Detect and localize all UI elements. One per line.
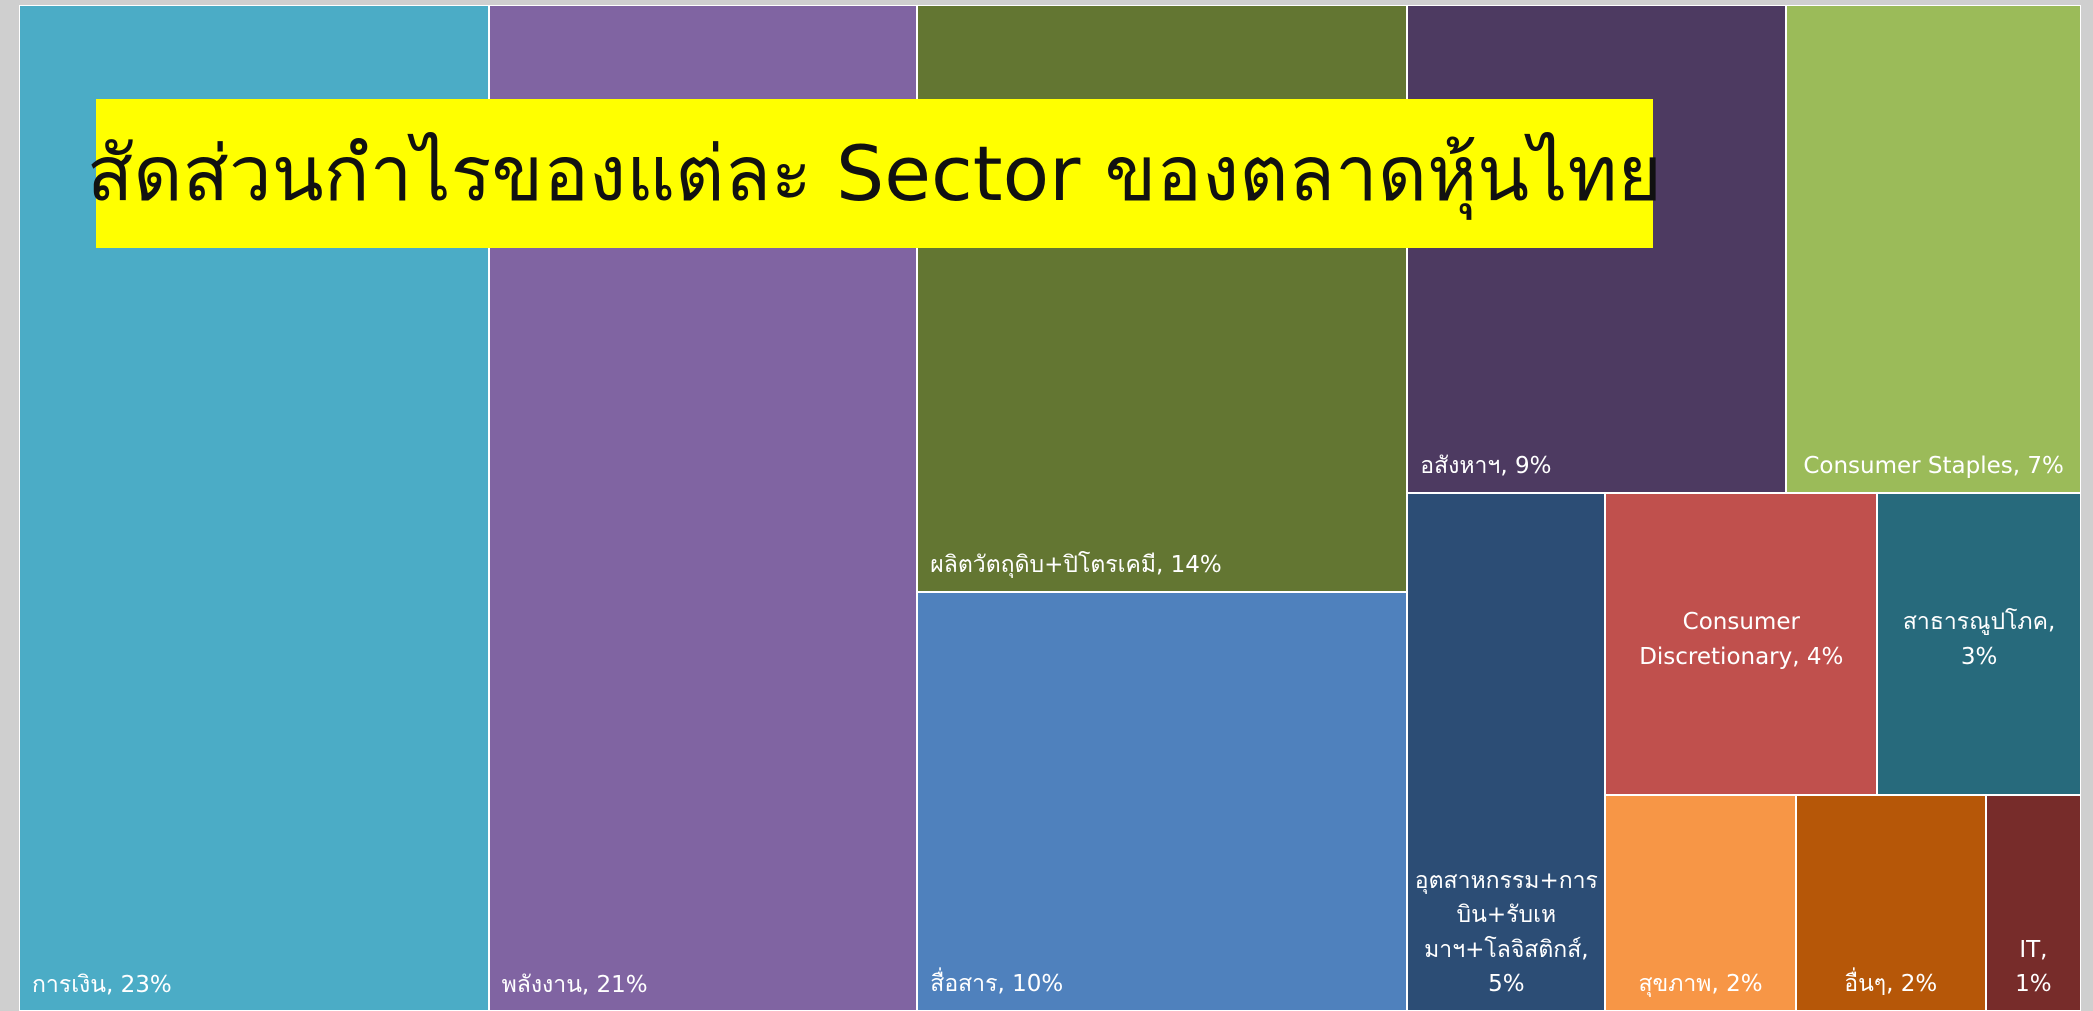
treemap-cell: Consumer Staples, 7% [1786, 5, 2081, 493]
cell-label: Consumer Discretionary, 4% [1639, 609, 1844, 670]
cell-label: การเงิน, 23% [32, 971, 172, 998]
treemap-cell: IT, 1% [1985, 795, 2081, 1011]
cell-label: สุขภาพ, 2% [1638, 971, 1763, 998]
treemap-cell: Consumer Discretionary, 4% [1605, 492, 1878, 796]
treemap-cell: สื่อสาร, 10% [917, 591, 1408, 1011]
treemap-cell: สาธารณูปโภค, 3% [1877, 492, 2081, 796]
cell-label: Consumer Staples, 7% [1803, 453, 2064, 480]
cell-label: ผลิตวัตถุดิบ+ปิโตรเคมี, 14% [930, 552, 1222, 579]
treemap-cell: สุขภาพ, 2% [1605, 795, 1796, 1011]
title-box: สัดส่วนกำไรของแต่ละ Sector ของตลาดหุ้นไท… [87, 99, 1662, 248]
cell-label: IT, 1% [2015, 936, 2052, 998]
cell-label: พลังงาน, 21% [501, 971, 648, 998]
treemap-cell: ผลิตวัตถุดิบ+ปิโตรเคมี, 14% [917, 5, 1408, 592]
cell-label: อุตสาหกรรม+การบิน+รับเหมาฯ+โลจิสติกส์, 5… [1414, 867, 1598, 998]
treemap-cell: อื่นๆ, 2% [1795, 795, 1986, 1011]
treemap-cell: อสังหาฯ, 9% [1407, 5, 1787, 493]
cell-label: อื่นๆ, 2% [1844, 971, 1938, 998]
chart-title: สัดส่วนกำไรของแต่ละ Sector ของตลาดหุ้นไท… [86, 128, 1663, 218]
cell-label: อสังหาฯ, 9% [1420, 453, 1552, 480]
cell-label: สาธารณูปโภค, 3% [1902, 609, 2056, 670]
cell-label: สื่อสาร, 10% [930, 971, 1064, 998]
treemap-cell: อุตสาหกรรม+การบิน+รับเหมาฯ+โลจิสติกส์, 5… [1407, 492, 1606, 1011]
